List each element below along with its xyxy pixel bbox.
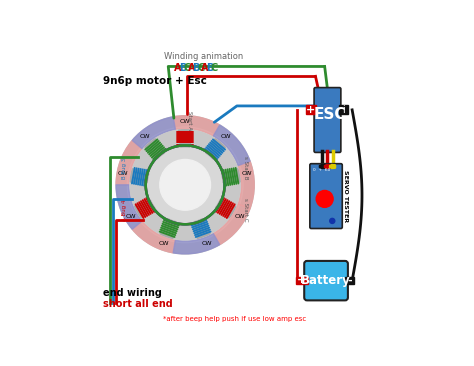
- Wedge shape: [213, 125, 250, 165]
- Text: B Bug 3: B Bug 3: [122, 157, 128, 179]
- Text: Winding animation: Winding animation: [164, 52, 243, 61]
- Text: short all end: short all end: [103, 299, 173, 309]
- Wedge shape: [116, 185, 142, 229]
- Text: -: -: [347, 275, 352, 285]
- Circle shape: [147, 147, 223, 223]
- Wedge shape: [160, 219, 177, 238]
- Circle shape: [330, 219, 335, 223]
- Text: ESC: ESC: [313, 107, 346, 122]
- FancyBboxPatch shape: [304, 261, 348, 300]
- Text: s Start B: s Start B: [243, 156, 248, 180]
- Text: B: B: [179, 63, 186, 73]
- Wedge shape: [194, 219, 210, 238]
- Circle shape: [130, 130, 240, 240]
- Bar: [296, 277, 308, 284]
- Wedge shape: [132, 221, 175, 253]
- Text: Start A: Start A: [187, 111, 192, 130]
- Wedge shape: [216, 200, 236, 218]
- Text: +: +: [297, 275, 307, 285]
- Text: end wiring: end wiring: [103, 288, 162, 298]
- Wedge shape: [173, 116, 219, 136]
- Circle shape: [128, 127, 243, 243]
- Wedge shape: [206, 139, 225, 159]
- Text: *after beep help push if use low amp esc: *after beep help push if use low amp esc: [163, 316, 306, 322]
- Wedge shape: [135, 200, 155, 218]
- Wedge shape: [238, 161, 254, 209]
- Text: CW: CW: [220, 134, 231, 139]
- Wedge shape: [221, 169, 240, 183]
- Text: CW: CW: [234, 214, 245, 219]
- Circle shape: [116, 116, 254, 254]
- Bar: [339, 105, 348, 114]
- Text: +: +: [306, 105, 316, 115]
- Wedge shape: [130, 169, 149, 183]
- FancyBboxPatch shape: [310, 164, 342, 228]
- Circle shape: [316, 190, 333, 208]
- Text: SERVO TESTER: SERVO TESTER: [344, 170, 348, 222]
- Text: CW: CW: [118, 171, 128, 176]
- Text: CW: CW: [158, 242, 169, 246]
- Wedge shape: [132, 117, 175, 149]
- Text: Battery: Battery: [301, 274, 351, 287]
- Text: C: C: [210, 63, 218, 73]
- Text: A: A: [174, 63, 182, 73]
- Text: CW: CW: [126, 214, 136, 219]
- Wedge shape: [178, 130, 192, 147]
- Text: s Start C: s Start C: [243, 198, 248, 222]
- Text: 0  +  60: 0 + 60: [313, 168, 330, 172]
- Text: 9n6p motor + Esc: 9n6p motor + Esc: [103, 75, 207, 86]
- Wedge shape: [213, 204, 250, 244]
- Text: C: C: [183, 63, 191, 73]
- Wedge shape: [173, 234, 219, 254]
- Bar: [306, 105, 316, 114]
- Bar: [345, 277, 354, 284]
- FancyBboxPatch shape: [314, 87, 341, 152]
- Wedge shape: [145, 139, 164, 159]
- Text: A: A: [201, 63, 209, 73]
- Text: B: B: [192, 63, 200, 73]
- Text: A: A: [188, 63, 195, 73]
- Wedge shape: [116, 141, 142, 185]
- Text: CW: CW: [201, 242, 212, 246]
- Circle shape: [160, 160, 210, 210]
- Text: C: C: [197, 63, 204, 73]
- Text: A Bug 4: A Bug 4: [122, 199, 128, 221]
- Text: B: B: [206, 63, 213, 73]
- Text: i: i: [342, 105, 345, 115]
- Text: CW: CW: [242, 171, 252, 176]
- Text: CW: CW: [139, 134, 150, 139]
- Text: CW: CW: [180, 119, 191, 124]
